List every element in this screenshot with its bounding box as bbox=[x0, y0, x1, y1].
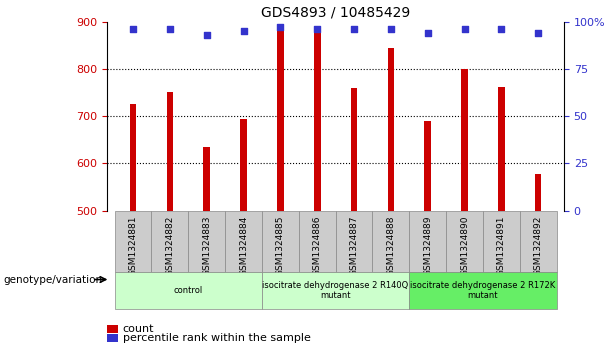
Bar bbox=[277, 31, 284, 211]
Point bbox=[275, 25, 285, 30]
Bar bbox=[240, 118, 247, 211]
Bar bbox=[225, 211, 262, 272]
Point bbox=[460, 26, 470, 32]
Point bbox=[238, 28, 248, 34]
Text: GSM1324883: GSM1324883 bbox=[202, 216, 211, 276]
Text: isocitrate dehydrogenase 2 R172K
mutant: isocitrate dehydrogenase 2 R172K mutant bbox=[410, 281, 555, 300]
Bar bbox=[167, 91, 173, 211]
Point bbox=[202, 32, 211, 38]
Bar bbox=[409, 272, 557, 309]
Bar bbox=[262, 211, 299, 272]
Point bbox=[128, 26, 138, 32]
Bar bbox=[336, 211, 373, 272]
Point bbox=[533, 30, 543, 36]
Point bbox=[165, 26, 175, 32]
Text: count: count bbox=[123, 323, 154, 334]
Bar bbox=[535, 174, 541, 211]
Bar bbox=[151, 211, 188, 272]
Text: GSM1324888: GSM1324888 bbox=[386, 216, 395, 276]
Text: GSM1324886: GSM1324886 bbox=[313, 216, 322, 276]
Title: GDS4893 / 10485429: GDS4893 / 10485429 bbox=[261, 5, 410, 19]
Point bbox=[497, 26, 506, 32]
Text: GSM1324885: GSM1324885 bbox=[276, 216, 285, 276]
Point bbox=[423, 30, 433, 36]
Point bbox=[386, 26, 396, 32]
Bar bbox=[446, 211, 483, 272]
Bar bbox=[373, 211, 409, 272]
Text: GSM1324892: GSM1324892 bbox=[534, 216, 543, 276]
Text: GSM1324889: GSM1324889 bbox=[423, 216, 432, 276]
Bar bbox=[188, 211, 225, 272]
Bar bbox=[314, 30, 321, 211]
Text: GSM1324890: GSM1324890 bbox=[460, 216, 469, 276]
Bar bbox=[409, 211, 446, 272]
Point bbox=[312, 26, 322, 32]
Bar bbox=[498, 87, 504, 211]
Bar bbox=[351, 88, 357, 211]
Text: genotype/variation: genotype/variation bbox=[3, 274, 102, 285]
Text: GSM1324881: GSM1324881 bbox=[129, 216, 137, 276]
Bar bbox=[461, 69, 468, 211]
Text: GSM1324882: GSM1324882 bbox=[166, 216, 174, 276]
Bar bbox=[204, 147, 210, 211]
Bar bbox=[387, 48, 394, 211]
Bar bbox=[115, 211, 151, 272]
Bar bbox=[299, 211, 336, 272]
Bar bbox=[483, 211, 520, 272]
Bar bbox=[130, 105, 136, 211]
Bar bbox=[520, 211, 557, 272]
Bar bbox=[424, 121, 431, 211]
Text: GSM1324891: GSM1324891 bbox=[497, 216, 506, 276]
Text: GSM1324884: GSM1324884 bbox=[239, 216, 248, 276]
Text: GSM1324887: GSM1324887 bbox=[349, 216, 359, 276]
Point bbox=[349, 26, 359, 32]
Text: percentile rank within the sample: percentile rank within the sample bbox=[123, 333, 310, 343]
Bar bbox=[115, 272, 262, 309]
Text: control: control bbox=[173, 286, 203, 295]
Text: isocitrate dehydrogenase 2 R140Q
mutant: isocitrate dehydrogenase 2 R140Q mutant bbox=[262, 281, 409, 300]
Bar bbox=[262, 272, 409, 309]
